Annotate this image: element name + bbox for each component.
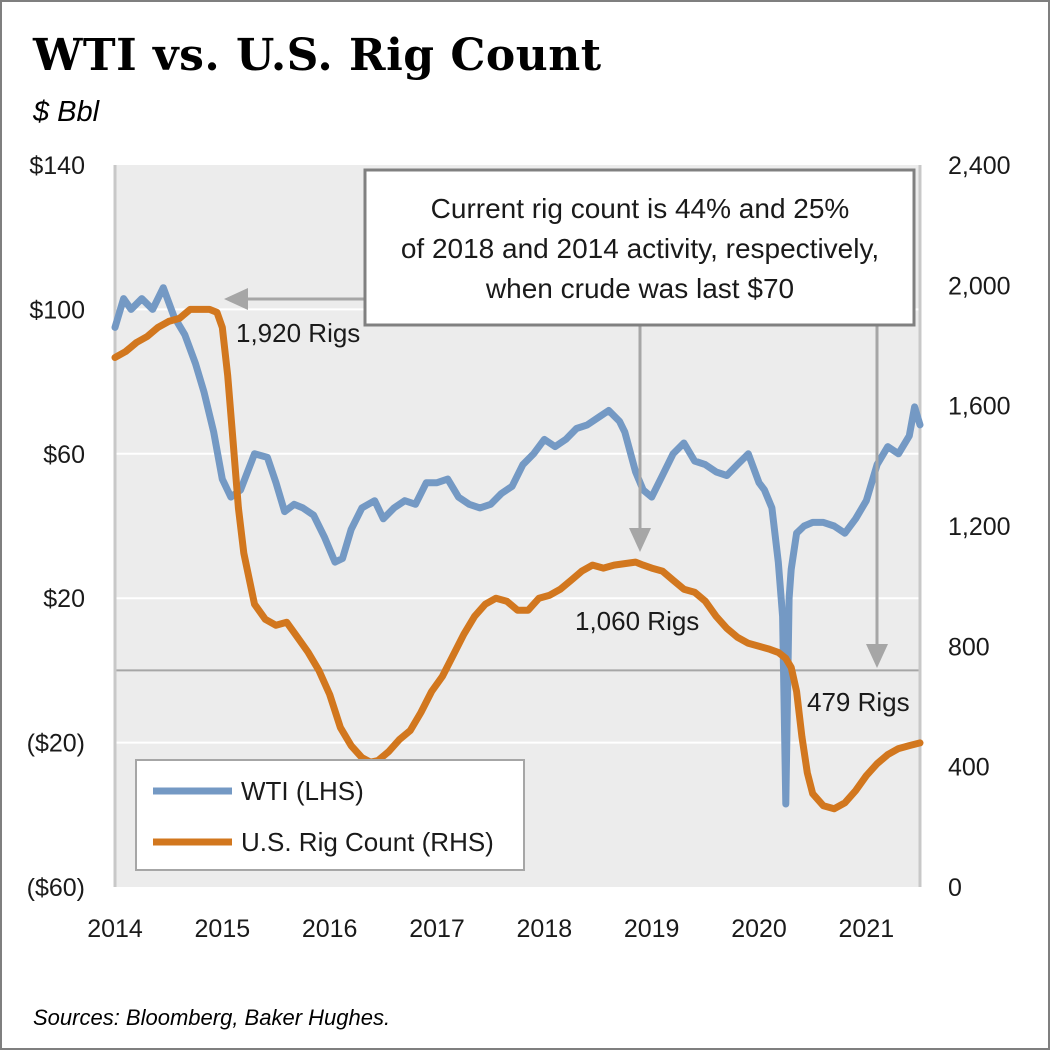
y-right-tick-label: 0	[948, 874, 962, 902]
x-tick-label: 2019	[624, 915, 680, 943]
x-tick-label: 2021	[839, 915, 895, 943]
legend-box	[135, 759, 525, 871]
x-tick-label: 2014	[87, 915, 143, 943]
chart-title: WTI vs. U.S. Rig Count	[33, 30, 602, 81]
rig-count-label: 1,060 Rigs	[575, 606, 699, 636]
annotation-callout: Current rig count is 44% and 25% of 2018 …	[363, 168, 916, 327]
x-tick-label: 2018	[517, 915, 573, 943]
chart-svg: $140 $100 $60 $20 ($20) ($60) 2,400 2,000 1,600 1…	[27, 152, 1011, 943]
annotation-labels: 1,920 Rigs 1,060 Rigs 479 Rigs	[236, 318, 910, 717]
y-right-tick-label: 2,400	[948, 152, 1011, 180]
y-right-tick-label: 400	[948, 754, 990, 782]
callout-text-line: Current rig count is 44% and 25%	[431, 193, 850, 224]
left-axis-unit-label: $ Bbl	[33, 96, 100, 128]
callout-text-line: of 2018 and 2014 activity, respectively,	[401, 233, 879, 264]
x-tick-label: 2020	[731, 915, 787, 943]
x-tick-label: 2015	[195, 915, 251, 943]
annotation-arrows	[224, 288, 888, 668]
y-left-tick-label: $20	[43, 585, 85, 613]
y-right-tick-label: 1,600	[948, 393, 1011, 421]
wti-series-line	[111, 284, 924, 808]
rig-count-label: 479 Rigs	[807, 687, 910, 717]
arrowhead	[224, 288, 248, 310]
y-left-tick-label: $60	[43, 441, 85, 469]
y-left-tick-label: ($60)	[27, 874, 85, 902]
y-left-tick-label: ($20)	[27, 730, 85, 758]
rig-count-label: 1,920 Rigs	[236, 318, 360, 348]
callout-text-line: when crude was last $70	[485, 273, 794, 304]
y-right-tick-label: 2,000	[948, 272, 1011, 300]
callout-box	[363, 168, 916, 327]
x-tick-label: 2016	[302, 915, 358, 943]
source-note: Sources: Bloomberg, Baker Hughes.	[33, 1005, 391, 1030]
series-lines	[111, 284, 924, 813]
arrowhead	[866, 644, 888, 668]
y-left-tick-label: $140	[29, 152, 85, 180]
rig-count-series-line	[111, 305, 924, 813]
legend-label-wti: WTI (LHS)	[241, 776, 364, 806]
y-left-tick-label: $100	[29, 296, 85, 324]
axis-ticks: $140 $100 $60 $20 ($20) ($60) 2,400 2,000 1,600 1…	[27, 152, 1011, 943]
legend-label-rigs: U.S. Rig Count (RHS)	[241, 827, 494, 857]
y-right-tick-label: 1,200	[948, 513, 1011, 541]
x-tick-label: 2017	[409, 915, 465, 943]
y-right-tick-label: 800	[948, 633, 990, 661]
legend: WTI (LHS) U.S. Rig Count (RHS)	[135, 759, 525, 871]
arrowhead	[629, 528, 651, 552]
